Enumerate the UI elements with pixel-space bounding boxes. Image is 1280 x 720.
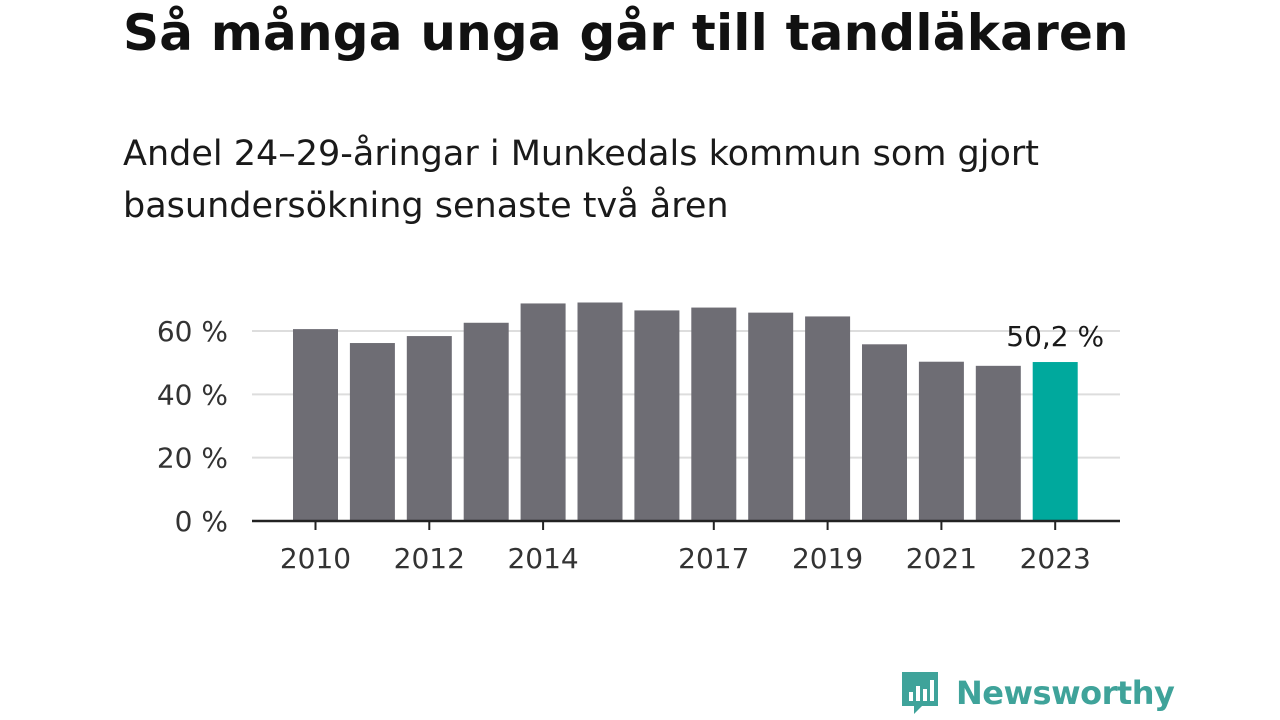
bar <box>805 316 851 521</box>
brand-logo: Newsworthy <box>900 670 1175 716</box>
bar <box>349 343 395 521</box>
x-tick-label: 2017 <box>678 542 749 575</box>
brand-name: Newsworthy <box>956 674 1175 712</box>
x-tick-label: 2023 <box>1020 542 1091 575</box>
y-tick-label: 0 % <box>175 505 228 538</box>
bar <box>293 329 338 521</box>
bar-highlight <box>1032 362 1078 521</box>
chart-subtitle: Andel 24–29-åringar i Munkedals kommun s… <box>123 134 1040 226</box>
bar <box>577 302 623 521</box>
x-tick-label: 2010 <box>280 542 351 575</box>
x-tick-label: 2019 <box>792 542 863 575</box>
x-tick-label: 2014 <box>507 542 578 575</box>
y-tick-label: 40 % <box>157 378 228 411</box>
x-tick-label: 2012 <box>394 542 465 575</box>
x-tick-label: 2021 <box>906 542 977 575</box>
bar <box>463 322 509 521</box>
bar <box>634 310 680 521</box>
bar <box>748 312 794 521</box>
y-tick-label: 60 % <box>157 315 228 348</box>
y-tick-label: 20 % <box>157 442 228 475</box>
newsworthy-chart-icon <box>902 672 938 714</box>
bar <box>862 344 907 521</box>
bar <box>918 361 964 521</box>
bar <box>520 303 566 521</box>
chart-title: Så många unga går till tandläkaren <box>123 4 1129 62</box>
bar <box>975 365 1021 521</box>
data-label: 50,2 % <box>1006 320 1104 353</box>
bar <box>406 336 452 521</box>
bar <box>691 307 737 521</box>
